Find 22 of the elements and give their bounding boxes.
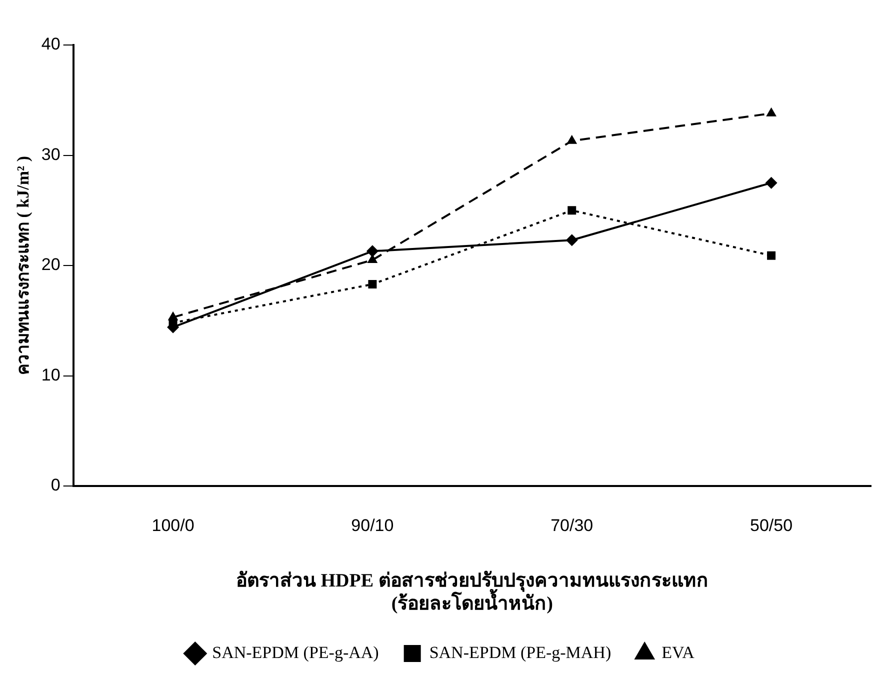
point	[566, 134, 578, 144]
y-tick-label: 30	[41, 144, 60, 164]
y-tick-label: 10	[41, 365, 60, 384]
point	[765, 176, 778, 189]
point	[368, 280, 377, 288]
point	[366, 245, 378, 258]
point	[766, 107, 776, 116]
point	[568, 206, 576, 215]
x-tick-label: 70/30	[550, 516, 594, 535]
legend-label: SAN-EPDM (PE-g-MAH)	[429, 642, 612, 662]
x-tick-label: 50/50	[750, 516, 793, 535]
point	[566, 234, 578, 246]
x-tick-label: 100/0	[152, 516, 194, 535]
y-axis-title: ความทนแรงกระแทก ( kJ/m² )	[14, 156, 33, 376]
y-tick-label: 40	[41, 34, 60, 54]
y-tick-label: 0	[50, 476, 60, 495]
legend-label: EVA	[662, 642, 696, 662]
legend-label: SAN-EPDM (PE-g-AA)	[212, 642, 379, 662]
x-tick-label: 90/10	[351, 516, 394, 535]
y-tick-label: 20	[41, 255, 60, 274]
x-axis-title: อัตราส่วน HDPE ต่อสารช่วยปรับปรุงความทนแรงกระแทก (ร้อยละโดยน้ำหนัก)	[236, 570, 708, 615]
point	[767, 251, 776, 260]
